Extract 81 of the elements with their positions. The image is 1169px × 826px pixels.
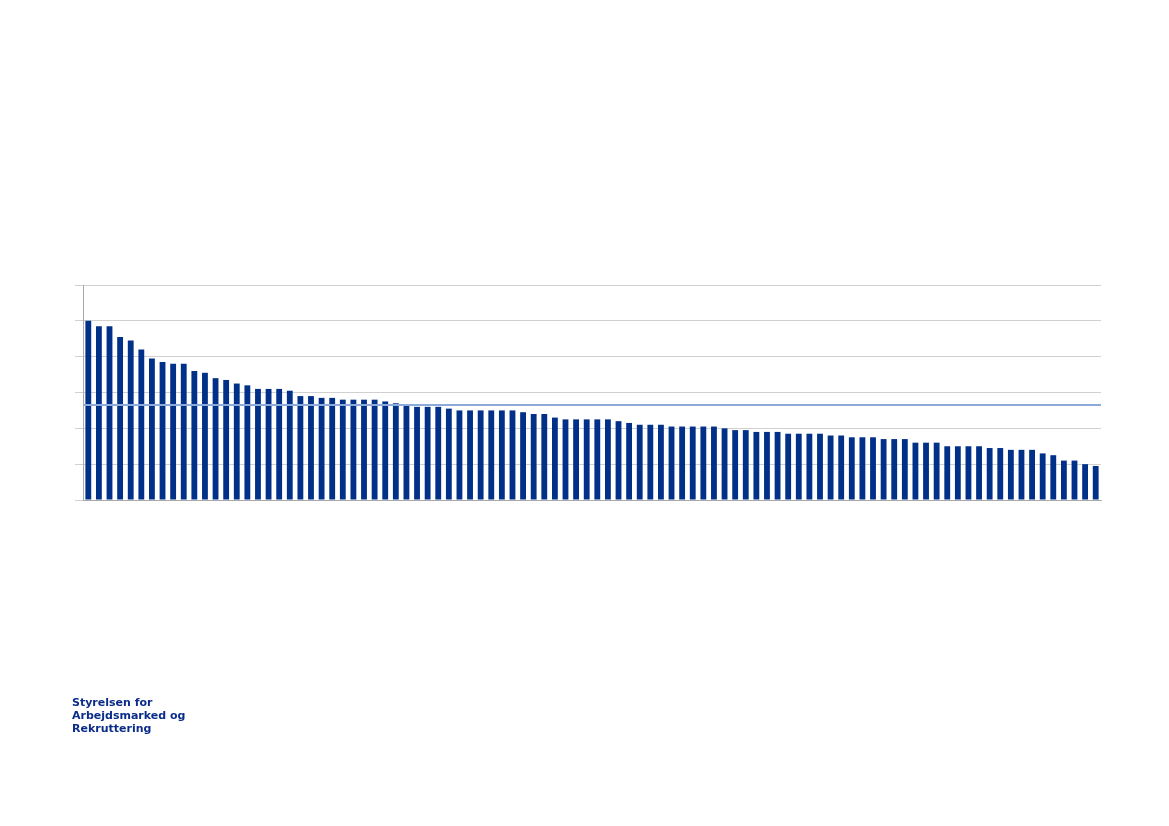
bar xyxy=(255,388,261,500)
bar xyxy=(498,410,505,500)
bar xyxy=(679,426,686,500)
bar xyxy=(753,431,760,500)
bar xyxy=(467,410,473,500)
bar xyxy=(848,437,855,500)
bar xyxy=(859,437,866,500)
bar xyxy=(764,431,770,500)
bar xyxy=(604,419,611,500)
bar xyxy=(817,433,823,500)
bar xyxy=(297,396,304,500)
bar xyxy=(488,410,495,500)
bar xyxy=(361,399,367,500)
bar xyxy=(732,430,739,500)
bar xyxy=(477,410,484,500)
bar xyxy=(1092,465,1099,500)
bar xyxy=(742,430,749,500)
bar xyxy=(350,399,357,500)
bar xyxy=(785,433,792,500)
bar xyxy=(806,433,813,500)
bar xyxy=(1039,453,1046,500)
bar xyxy=(414,406,420,500)
bar xyxy=(127,340,134,500)
bar xyxy=(795,433,802,500)
bar xyxy=(711,426,717,500)
bar xyxy=(276,388,283,500)
bar xyxy=(445,408,452,500)
bar xyxy=(626,422,633,500)
bar xyxy=(573,419,580,500)
bar xyxy=(933,442,940,500)
bar xyxy=(85,320,92,500)
bar xyxy=(700,426,707,500)
bar xyxy=(583,419,590,500)
bar xyxy=(594,419,601,500)
bar xyxy=(976,446,982,500)
bar xyxy=(371,399,378,500)
text: Styrelsen for Arbejdsmarked og Rekruttering xyxy=(72,696,187,735)
bar xyxy=(870,437,876,500)
bar xyxy=(997,448,1004,500)
bar xyxy=(191,371,198,500)
bar xyxy=(923,442,929,500)
bar xyxy=(1007,449,1014,500)
bar xyxy=(901,439,908,500)
bar xyxy=(880,439,887,500)
bar xyxy=(149,358,155,500)
bar xyxy=(551,417,558,500)
bar xyxy=(827,435,834,500)
bar xyxy=(944,446,951,500)
bar xyxy=(244,385,251,500)
bar xyxy=(382,401,389,500)
bar xyxy=(658,424,664,500)
bar xyxy=(435,406,442,500)
bar xyxy=(180,363,187,500)
bar xyxy=(424,406,431,500)
bar xyxy=(392,403,399,500)
bar xyxy=(636,424,643,500)
bar xyxy=(1082,464,1089,500)
bar xyxy=(520,412,526,500)
bar xyxy=(233,383,240,500)
bar xyxy=(1050,455,1057,500)
bar xyxy=(95,326,102,500)
bar xyxy=(689,426,696,500)
bar xyxy=(329,397,336,500)
bar xyxy=(1060,460,1067,500)
bar xyxy=(286,390,293,500)
bar xyxy=(339,399,346,500)
bar xyxy=(1029,449,1035,500)
bar xyxy=(986,448,993,500)
bar xyxy=(530,414,537,500)
bar xyxy=(202,372,208,500)
bar xyxy=(891,439,898,500)
bar xyxy=(223,379,230,500)
bar xyxy=(308,396,314,500)
bar xyxy=(838,435,845,500)
bar xyxy=(541,414,548,500)
bar xyxy=(117,336,124,500)
bar xyxy=(138,349,145,500)
bar xyxy=(318,397,325,500)
bar xyxy=(170,363,177,500)
bar xyxy=(647,424,654,500)
bar xyxy=(954,446,961,500)
